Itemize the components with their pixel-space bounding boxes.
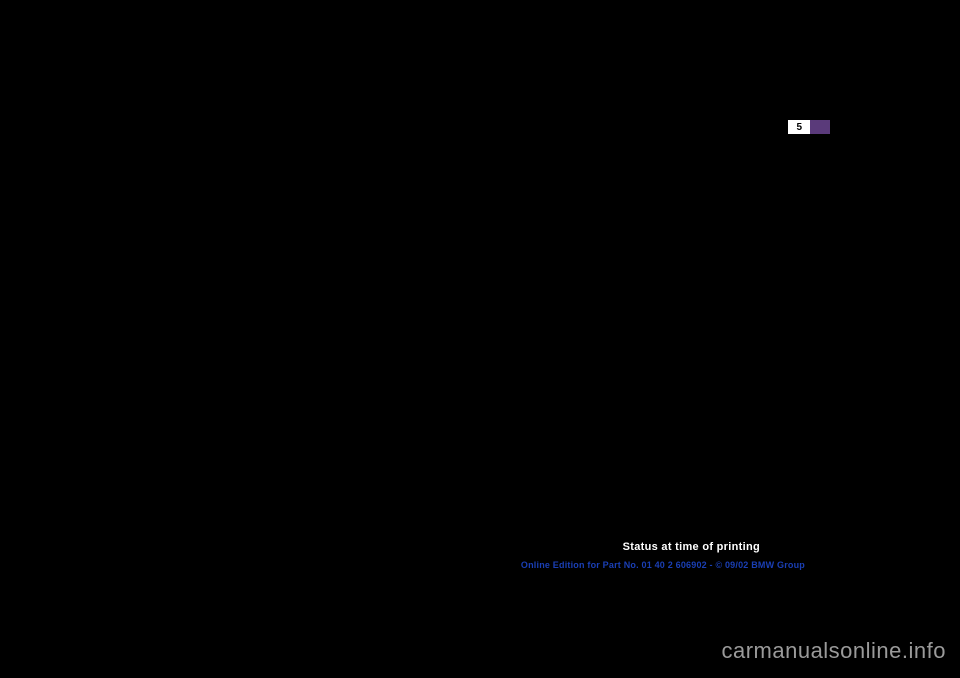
page-indicator: 5 xyxy=(788,120,830,134)
page-accent-bar xyxy=(810,120,830,134)
status-text: Status at time of printing xyxy=(623,541,760,553)
watermark: carmanualsonline.info xyxy=(721,638,946,664)
edition-text: Online Edition for Part No. 01 40 2 6069… xyxy=(521,560,805,570)
page-number: 5 xyxy=(796,122,802,133)
page-number-box: 5 xyxy=(788,120,810,134)
